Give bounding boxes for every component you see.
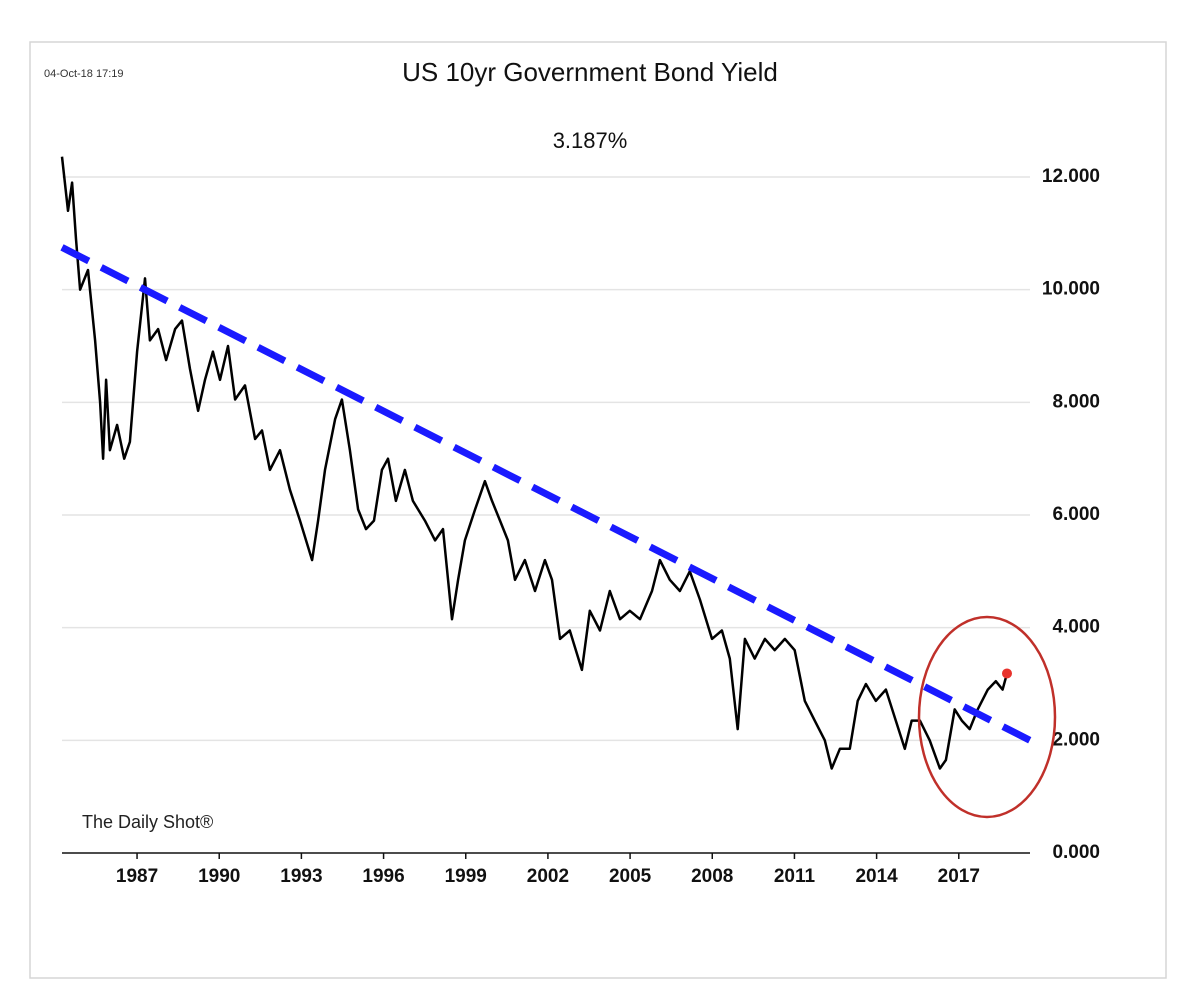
chart-frame [29, 41, 1167, 979]
x-tick-label: 2014 [855, 866, 898, 887]
x-tick-label: 2005 [609, 866, 652, 887]
x-tick-label: 2017 [938, 866, 980, 887]
highlight-ellipse [917, 615, 1057, 819]
timestamp: 04-Oct-18 17:19 [44, 68, 124, 80]
y-tick-label: 6.000 [1052, 504, 1100, 525]
x-tick-label: 2011 [774, 866, 816, 887]
last-value-marker [1001, 668, 1012, 679]
x-tick-label: 1996 [362, 866, 404, 887]
y-tick-label: 0.000 [1052, 842, 1100, 863]
plot-area: 0.000 2.000 4.000 6.000 8.000 10.000 12.000 198… [60, 156, 1100, 887]
x-tick-label: 1993 [280, 866, 322, 887]
watermark: The Daily Shot® [82, 812, 213, 832]
x-tick-label: 1990 [198, 866, 240, 887]
y-tick-label: 8.000 [1052, 391, 1100, 412]
trend-line [60, 244, 1032, 744]
y-tick-label: 12.000 [1042, 166, 1100, 187]
x-tick-label: 1987 [116, 866, 158, 887]
y-tick-label: 4.000 [1052, 617, 1100, 638]
x-tick-label: 2008 [691, 866, 733, 887]
x-tick-label: 1999 [445, 866, 487, 887]
yield-line [60, 156, 1009, 770]
chart-title: US 10yr Government Bond Yield [402, 57, 778, 87]
chart-subtitle: 3.187% [553, 128, 628, 153]
y-tick-label: 10.000 [1042, 279, 1100, 300]
y-tick-label: 2.000 [1052, 729, 1100, 750]
x-tick-label: 2002 [527, 866, 569, 887]
